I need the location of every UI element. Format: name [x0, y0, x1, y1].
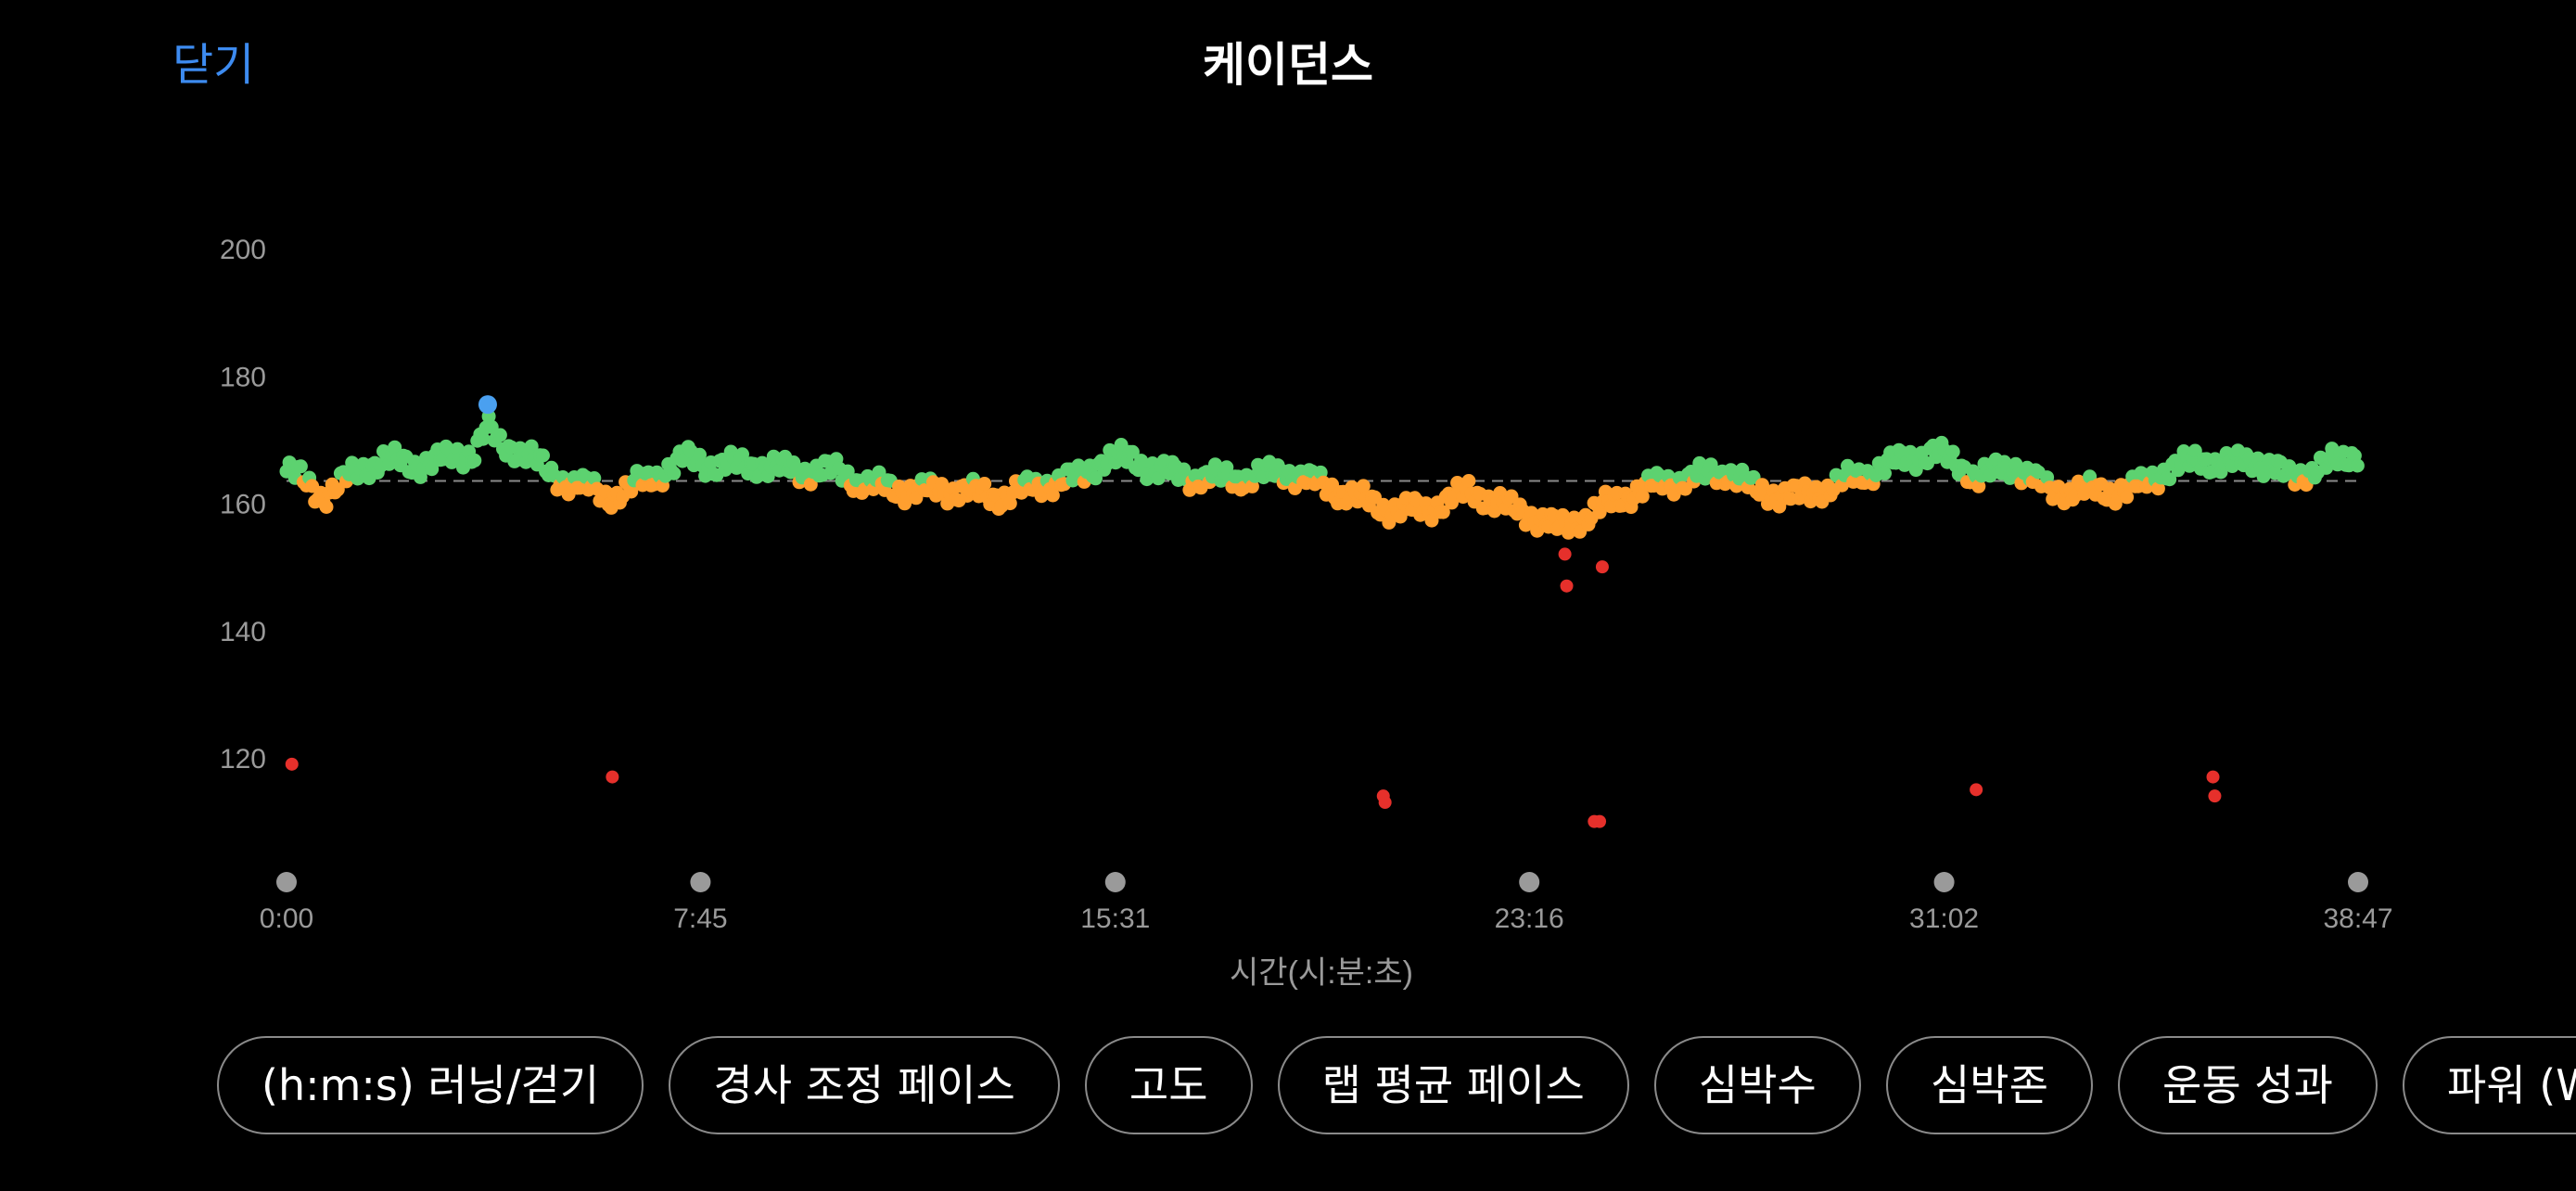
cadence-point: [735, 447, 749, 462]
x-tick-label: 23:16: [1495, 903, 1564, 934]
outlier-point: [1560, 579, 1574, 593]
x-tick-label: 38:47: [2323, 903, 2392, 934]
cadence-point: [693, 447, 707, 462]
outlier-point: [606, 770, 619, 784]
cadence-point: [1356, 479, 1371, 493]
x-tick-marker: [1104, 872, 1126, 892]
cadence-point: [2150, 481, 2165, 496]
x-tick-marker: [1519, 872, 1540, 892]
y-tick-label: 160: [220, 490, 266, 520]
tab-heart-rate-zones[interactable]: 심박존: [1885, 1036, 2093, 1134]
y-tick-label: 120: [220, 744, 266, 775]
cadence-point: [1461, 474, 1476, 488]
cadence-point: [319, 500, 334, 514]
y-tick-label: 180: [220, 362, 266, 392]
cadence-point: [803, 477, 818, 492]
tab-running-walking[interactable]: (h:m:s) 러닝/걷기: [217, 1036, 644, 1134]
y-tick-label: 140: [220, 617, 266, 647]
cadence-point: [840, 464, 855, 479]
cadence-point: [2187, 443, 2202, 458]
cadence-point: [1592, 505, 1607, 519]
cadence-point: [492, 428, 507, 442]
close-button[interactable]: 닫기: [172, 39, 255, 91]
max-point: [478, 395, 497, 415]
cadence-point: [1772, 499, 1787, 514]
tab-lap-avg-pace[interactable]: 랩 평균 페이스: [1277, 1036, 1629, 1134]
cadence-point: [536, 448, 550, 463]
cadence-point: [524, 439, 539, 454]
tab-workout-effect[interactable]: 운동 성과: [2118, 1036, 2378, 1134]
cadence-point: [476, 431, 491, 446]
cadence-point: [624, 484, 639, 499]
cadence-point: [2120, 490, 2135, 505]
tab-elevation[interactable]: 고도: [1084, 1036, 1253, 1134]
cadence-point: [1435, 505, 1450, 519]
outlier-point: [1378, 796, 1392, 810]
cadence-point: [1177, 462, 1192, 477]
y-tick-label: 200: [220, 235, 266, 265]
tab-heart-rate[interactable]: 심박수: [1653, 1036, 1861, 1134]
x-tick-marker: [2348, 872, 2368, 892]
page-title: 케이던스: [1203, 38, 1373, 92]
x-tick-label: 7:45: [673, 903, 727, 934]
cadence-point: [1045, 488, 1060, 503]
tab-power[interactable]: 파워 (W): [2403, 1036, 2576, 1134]
cadence-chart: 120 140 160 180 200 0:00 7:45 15:31 23:16 31:02 3…: [220, 235, 2393, 991]
outlier-point: [285, 757, 299, 771]
cadence-point: [2162, 472, 2177, 487]
x-tick-marker: [690, 872, 711, 892]
cadence-point: [1424, 513, 1439, 528]
outlier-point: [2206, 770, 2220, 784]
cadence-point: [467, 453, 482, 467]
outlier-point: [1558, 547, 1572, 561]
cadence-point: [2083, 469, 2098, 484]
cadence-point: [667, 466, 682, 480]
cadence-point: [388, 440, 402, 455]
outlier-point: [2208, 789, 2222, 803]
cadence-point: [1635, 489, 1650, 504]
data-points: [279, 395, 2365, 828]
x-axis-label: 시간(시:분:초): [1230, 955, 1413, 991]
x-tick-marker: [1933, 872, 1955, 892]
cadence-point: [977, 477, 992, 491]
cadence-point: [1219, 460, 1234, 475]
x-tick-label: 31:02: [1909, 903, 1979, 934]
metric-tabs: (h:m:s) 러닝/걷기 경사 조정 페이스 고도 랩 평균 페이스 심박수 …: [217, 1036, 2576, 1134]
cadence-point: [293, 459, 308, 474]
outlier-point: [1593, 814, 1607, 828]
cadence-point: [425, 462, 440, 477]
cadence-point: [1125, 444, 1140, 459]
cadence-point: [1945, 444, 1960, 459]
outlier-point: [1595, 560, 1609, 574]
x-tick-label: 0:00: [260, 903, 313, 934]
x-tick-marker: [276, 872, 297, 892]
x-axis: 0:00 7:45 15:31 23:16 31:02 38:47: [260, 872, 2393, 934]
cadence-point: [1089, 471, 1103, 486]
cadence-point: [587, 471, 602, 485]
cadence-point: [2350, 458, 2365, 473]
x-tick-label: 15:31: [1080, 903, 1150, 934]
y-axis: 120 140 160 180 200: [220, 235, 266, 775]
tab-grade-adjusted-pace[interactable]: 경사 조정 페이스: [669, 1036, 1060, 1134]
cadence-point: [1878, 466, 1892, 480]
cadence-point: [1002, 496, 1017, 511]
cadence-point: [1971, 479, 1986, 493]
outlier-point: [1970, 783, 1983, 797]
